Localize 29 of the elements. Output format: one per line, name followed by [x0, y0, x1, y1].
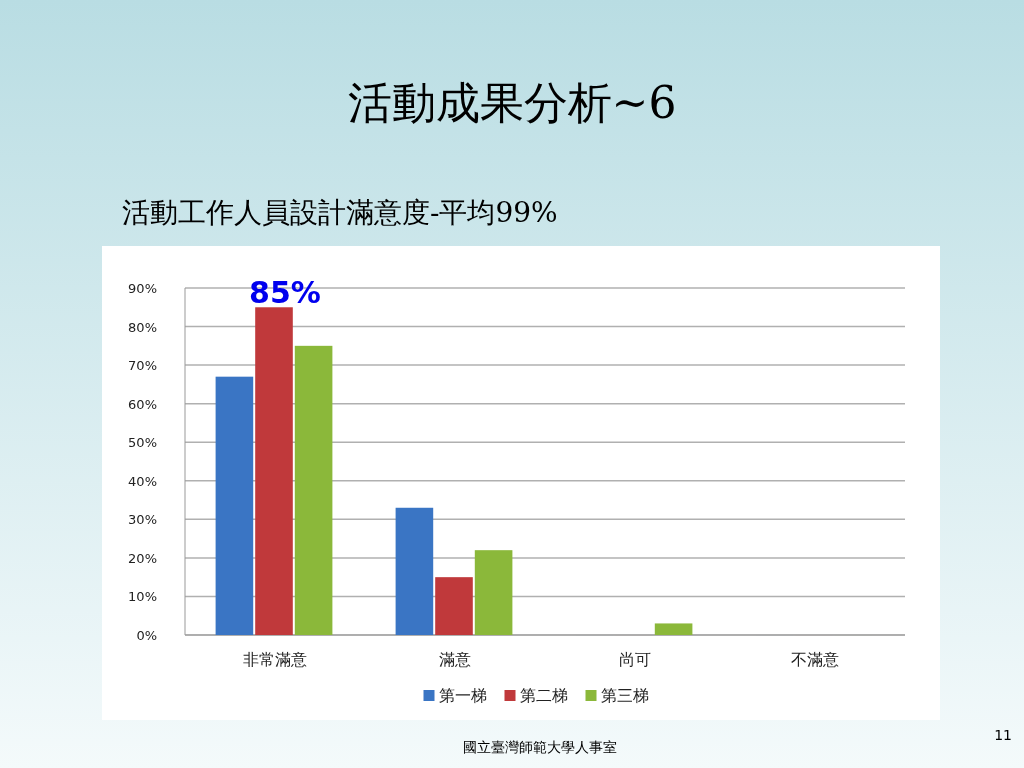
y-tick-label: 90% — [128, 281, 157, 296]
legend-label: 第一梯 — [438, 686, 487, 705]
text: 國立臺灣師範大學人事室 — [463, 739, 617, 755]
bar — [395, 507, 434, 635]
y-tick-label: 40% — [128, 473, 157, 489]
x-tick-label: 滿意 — [439, 650, 471, 669]
bar — [255, 307, 293, 635]
x-tick-label: 非常滿意 — [243, 650, 307, 669]
y-tick-label: 10% — [128, 589, 157, 605]
annotation: 85% — [249, 275, 321, 311]
legend-label: 第二梯 — [519, 686, 568, 705]
bar — [215, 376, 254, 635]
y-tick-label: 80% — [128, 319, 157, 335]
y-tick-label: 70% — [128, 358, 157, 374]
y-tick-label: 50% — [128, 435, 157, 451]
chart-title: 活動成果分析~6 — [347, 77, 677, 128]
bar — [654, 623, 693, 635]
y-tick-label: 20% — [128, 550, 157, 566]
bar — [294, 345, 333, 635]
bar — [435, 577, 473, 635]
bar — [474, 550, 513, 635]
legend-label: 第三梯 — [600, 686, 649, 705]
y-tick-label: 30% — [128, 512, 157, 528]
x-tick-label: 尚可 — [619, 650, 651, 669]
y-tick-label: 0% — [136, 628, 157, 643]
chart-subtitle: 活動工作人員設計滿意度-平均99% — [122, 196, 558, 229]
text: 11 — [994, 727, 1012, 743]
y-tick-label: 60% — [128, 396, 157, 412]
x-tick-label: 不滿意 — [791, 650, 839, 669]
